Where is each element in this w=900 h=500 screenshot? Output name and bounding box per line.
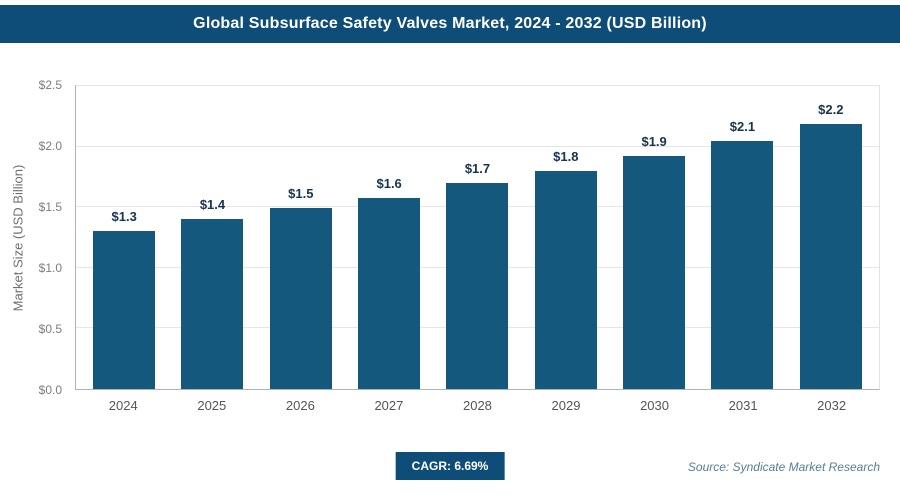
x-tick-label: 2026	[285, 398, 315, 413]
x-axis-labels: 2024 2025 2026 2027 2028 2029 2030 2031 2032	[75, 398, 880, 413]
x-tick-label: 2025	[197, 398, 227, 413]
bar-value-label: $1.3	[111, 209, 137, 225]
gridline	[76, 145, 879, 147]
bar-value-label: $2.1	[729, 118, 756, 134]
bar-2032: $2.2	[799, 102, 862, 389]
bar-2026: $1.5	[269, 186, 332, 389]
bar-2024: $1.3	[93, 209, 156, 389]
y-tick-label: $1.5	[38, 200, 62, 214]
bar-2029: $1.8	[534, 149, 597, 389]
bar-value-label: $1.4	[199, 197, 226, 213]
y-tick-label: $2.5	[38, 78, 62, 92]
source-text: Source: Syndicate Market Research	[687, 460, 880, 474]
plot-area: $1.3 $1.4 $1.5 $1.6 $1.7 $1.8 $1.9 $2.1 $2.2	[75, 85, 880, 390]
gridline	[76, 85, 879, 86]
chart-title: Global Subsurface Safety Valves Market, …	[193, 15, 707, 32]
bar-2025: $1.4	[181, 197, 244, 389]
y-tick-label: $0.0	[38, 383, 62, 397]
bar-series: $1.3 $1.4 $1.5 $1.6 $1.7 $1.8 $1.9 $2.1 $2.2	[76, 86, 879, 389]
x-tick-label: 2028	[462, 398, 492, 413]
bar-value-label: $1.7	[464, 160, 491, 176]
y-tick-label: $2.0	[38, 139, 62, 153]
x-tick-label: 2032	[817, 398, 847, 413]
x-tick-label: 2024	[108, 398, 138, 413]
y-tick-label: $0.5	[38, 322, 62, 336]
bar-2027: $1.6	[358, 176, 421, 389]
x-tick-label: 2029	[551, 398, 581, 413]
y-tick-label: $1.0	[38, 261, 62, 275]
chart-header: Global Subsurface Safety Valves Market, …	[0, 5, 900, 43]
y-axis-ticks: $0.0 $0.5 $1.0 $1.5 $2.0 $2.5	[0, 78, 70, 397]
x-tick-label: 2031	[728, 398, 758, 413]
bar-2031: $2.1	[711, 119, 774, 389]
bar-value-label: $1.8	[553, 148, 579, 164]
x-tick-label: 2027	[374, 398, 404, 413]
bar-value-label: $2.2	[818, 101, 844, 117]
bar-value-label: $1.5	[288, 186, 314, 202]
bar-value-label: $1.9	[641, 134, 667, 150]
x-tick-label: 2030	[640, 398, 669, 413]
bar-value-label: $1.6	[376, 175, 402, 191]
bar-2028: $1.7	[446, 161, 509, 389]
cagr-badge: CAGR: 6.69%	[395, 452, 505, 480]
bar-2030: $1.9	[623, 134, 686, 389]
